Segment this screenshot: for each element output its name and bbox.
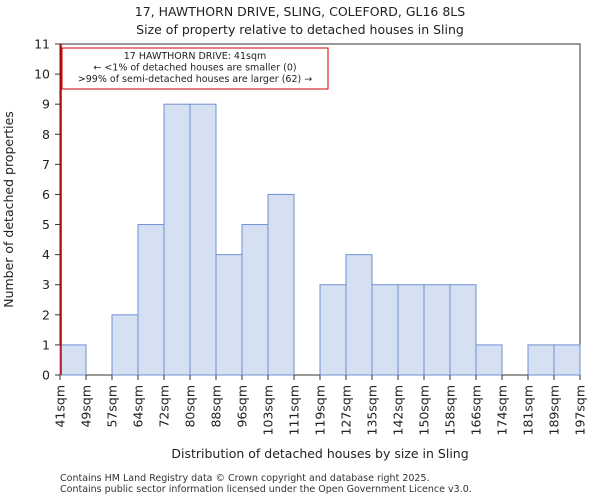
chart-title: 17, HAWTHORN DRIVE, SLING, COLEFORD, GL1…: [134, 4, 466, 19]
x-tick-label: 150sqm: [417, 385, 432, 435]
x-tick-label: 96sqm: [235, 385, 250, 428]
histogram-bar: [423, 284, 451, 376]
x-tick-label: 41sqm: [53, 385, 68, 428]
footer-copyright: Contains HM Land Registry data © Crown c…: [60, 473, 430, 484]
x-tick-label: 127sqm: [339, 385, 354, 435]
histogram-bar: [527, 344, 555, 376]
histogram-bar: [163, 103, 191, 376]
histogram-bar: [111, 314, 139, 376]
y-tick-label: 2: [42, 307, 50, 322]
histogram-bar: [345, 254, 373, 376]
y-tick-label: 11: [34, 37, 50, 52]
histogram-bar: [371, 284, 399, 376]
chart-subtitle: Size of property relative to detached ho…: [136, 22, 464, 37]
y-tick-label: 9: [42, 97, 50, 112]
annotation-box: [61, 47, 329, 90]
annotation-line: >99% of semi-detached houses are larger …: [78, 74, 312, 85]
x-axis-label: Distribution of detached houses by size …: [171, 446, 468, 461]
histogram-bar: [475, 344, 503, 376]
histogram-bar: [397, 284, 425, 376]
x-tick-label: 111sqm: [287, 385, 302, 435]
histogram-bar: [59, 344, 87, 376]
y-tick-label: 0: [42, 368, 50, 383]
x-tick-label: 197sqm: [573, 385, 588, 435]
y-axis-label: Number of detached properties: [1, 111, 16, 308]
y-tick-label: 6: [42, 187, 50, 202]
x-tick-label: 174sqm: [495, 385, 510, 435]
x-tick-label: 103sqm: [261, 385, 276, 435]
histogram-bar: [267, 193, 295, 376]
histogram-bar: [137, 224, 165, 376]
footer-licence: Contains public sector information licen…: [60, 484, 472, 495]
y-tick-label: 10: [34, 67, 50, 82]
histogram-bar: [553, 344, 581, 376]
x-tick-label: 80sqm: [183, 385, 198, 428]
x-tick-label: 158sqm: [443, 385, 458, 435]
histogram-bar: [215, 254, 243, 376]
y-tick-label: 8: [42, 127, 50, 142]
histogram-bar: [319, 284, 347, 376]
histogram-bar: [241, 224, 269, 376]
x-tick-label: 166sqm: [469, 385, 484, 435]
x-tick-label: 57sqm: [105, 385, 120, 428]
y-tick-label: 3: [42, 277, 50, 292]
x-tick-label: 189sqm: [547, 385, 562, 435]
x-tick-label: 88sqm: [209, 385, 224, 428]
histogram-bar: [449, 284, 477, 376]
y-tick-label: 5: [42, 217, 50, 232]
histogram-bar: [189, 103, 217, 376]
x-tick-label: 72sqm: [157, 385, 172, 428]
x-tick-label: 135sqm: [365, 385, 380, 435]
x-tick-label: 119sqm: [313, 385, 328, 435]
x-tick-label: 181sqm: [521, 385, 536, 435]
annotation-line: 17 HAWTHORN DRIVE: 41sqm: [124, 51, 267, 62]
y-tick-label: 4: [42, 247, 50, 262]
x-tick-label: 142sqm: [391, 385, 406, 435]
y-tick-label: 1: [42, 337, 50, 352]
annotation-line: ← <1% of detached houses are smaller (0): [93, 63, 296, 74]
y-tick-label: 7: [42, 157, 50, 172]
x-tick-label: 64sqm: [131, 385, 146, 428]
x-tick-label: 49sqm: [79, 385, 94, 428]
